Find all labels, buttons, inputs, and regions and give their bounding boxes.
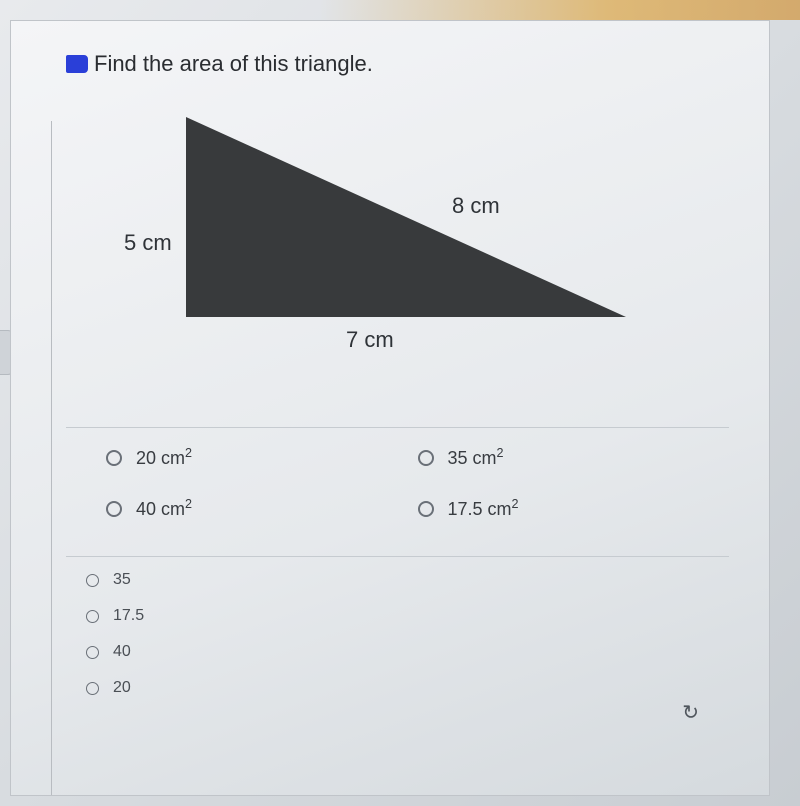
radio-icon	[86, 646, 99, 659]
question-text: Find the area of this triangle.	[94, 51, 373, 77]
option-40[interactable]: 40	[86, 643, 729, 661]
option-label: 17.5	[113, 607, 144, 625]
cursor-icon: ↻	[682, 700, 699, 725]
option-label: 20 cm2	[136, 446, 192, 469]
radio-icon	[86, 574, 99, 587]
radio-icon	[106, 501, 122, 517]
option-label: 35 cm2	[448, 446, 504, 469]
radio-icon	[86, 610, 99, 623]
option-20[interactable]: 20	[86, 679, 729, 697]
triangle-shape	[186, 117, 626, 317]
question-header: Find the area of this triangle.	[66, 51, 729, 77]
option-label: 17.5 cm2	[448, 497, 519, 520]
radio-icon	[86, 682, 99, 695]
option-17_5cm2[interactable]: 17.5 cm2	[418, 497, 730, 520]
flag-icon[interactable]	[66, 55, 88, 73]
answer-options-grid: 20 cm2 35 cm2 40 cm2 17.5 cm2	[66, 427, 729, 538]
option-17_5[interactable]: 17.5	[86, 607, 729, 625]
option-label: 40 cm2	[136, 497, 192, 520]
triangle-figure: 5 cm 8 cm 7 cm	[126, 107, 729, 417]
option-40cm2[interactable]: 40 cm2	[106, 497, 418, 520]
triangle-svg	[126, 107, 686, 367]
option-label: 35	[113, 571, 131, 589]
label-hypotenuse: 8 cm	[452, 193, 500, 219]
radio-icon	[106, 450, 122, 466]
answer-options-list: 35 17.5 40 20	[66, 556, 729, 697]
left-margin-line	[51, 121, 52, 795]
radio-icon	[418, 501, 434, 517]
label-left-side: 5 cm	[124, 230, 172, 256]
option-label: 20	[113, 679, 131, 697]
label-base: 7 cm	[346, 327, 394, 353]
option-35cm2[interactable]: 35 cm2	[418, 446, 730, 469]
radio-icon	[418, 450, 434, 466]
quiz-page: Find the area of this triangle. 5 cm 8 c…	[10, 20, 770, 796]
option-label: 40	[113, 643, 131, 661]
browser-top-accent	[320, 0, 800, 20]
option-20cm2[interactable]: 20 cm2	[106, 446, 418, 469]
option-35[interactable]: 35	[86, 571, 729, 589]
